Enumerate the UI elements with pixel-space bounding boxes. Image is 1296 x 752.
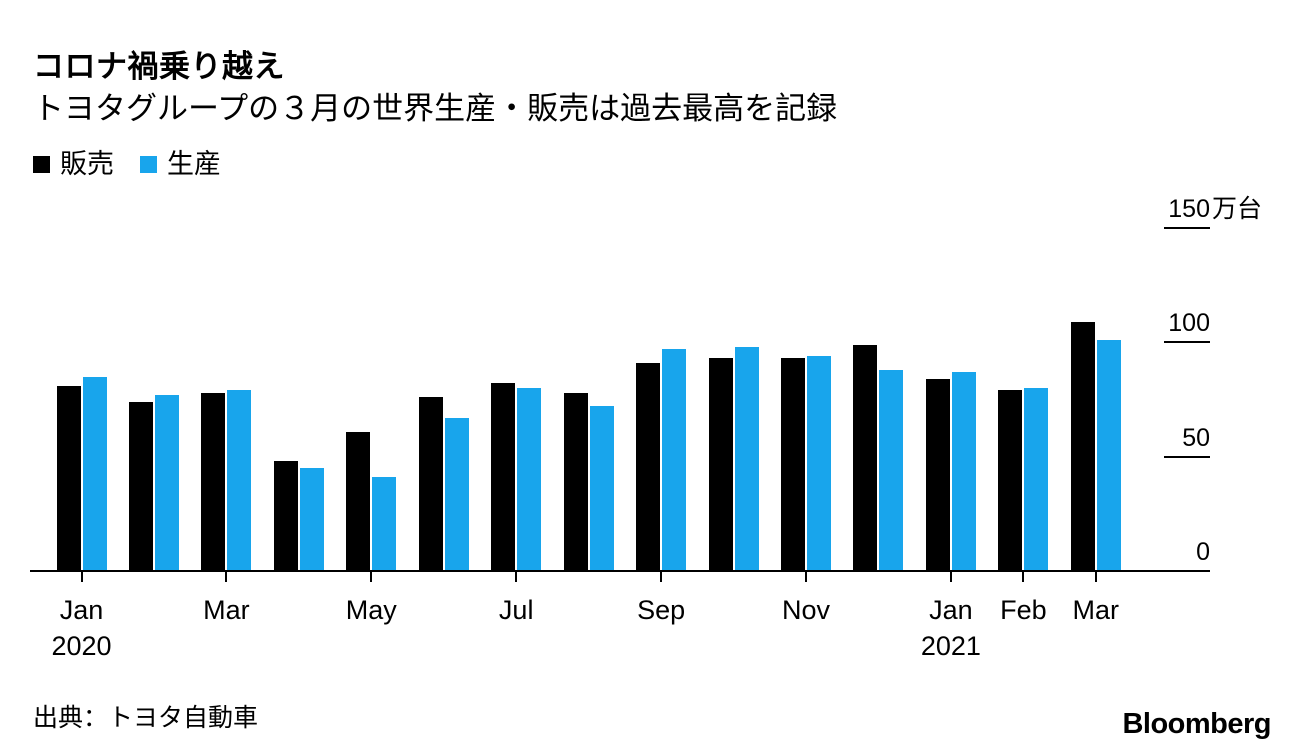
bar-production-Jul-2020 [517, 388, 542, 571]
y-tick-100 [1164, 341, 1210, 343]
x-tick-May [370, 572, 373, 582]
x-tick-Jan-2020 [80, 572, 83, 582]
bar-sales-Mar-2021 [1070, 322, 1095, 571]
bar-sales-Jan-2021 [925, 379, 950, 571]
x-axis-label-Jan-2021: Jan 2021 [920, 595, 981, 661]
x-tick-Sep [660, 572, 663, 582]
bar-production-Jan-2021 [951, 372, 976, 571]
y-tick-150 [1164, 227, 1210, 229]
x-tick-Mar [1094, 572, 1097, 582]
legend-label-sales: 販売 [60, 149, 114, 179]
bar-sales-Nov-2020 [781, 358, 805, 571]
bar-production-Sep-2020 [662, 349, 687, 571]
x-tick-Feb [1022, 572, 1025, 582]
bar-production-Oct-2020 [734, 347, 759, 571]
bar-production-Apr-2020 [299, 468, 324, 571]
legend-item-production: 生産 [140, 149, 221, 180]
bar-production-Feb-2020 [154, 395, 179, 571]
legend: 販売 生産 [33, 149, 221, 180]
bar-sales-Oct-2020 [708, 358, 733, 571]
bar-production-Mar-2021 [1096, 340, 1121, 571]
x-axis-label-Jul: Jul [498, 595, 534, 625]
bar-production-Feb-2021 [1024, 388, 1049, 571]
x-axis-label-Sep: Sep [637, 595, 686, 625]
x-tick-Jul [515, 572, 518, 582]
y-axis-unit-label: 万台 [1212, 195, 1263, 223]
bar-production-May-2020 [372, 477, 397, 571]
bar-sales-Apr-2020 [273, 461, 298, 571]
bar-sales-Feb-2020 [128, 402, 153, 571]
x-tick-Mar [225, 572, 228, 582]
x-axis-line [30, 570, 1210, 572]
sales-swatch [33, 156, 50, 173]
x-axis-label-Feb: Feb [1000, 595, 1047, 625]
x-axis-label-Mar: Mar [1072, 595, 1120, 625]
bar-production-Mar-2020 [227, 390, 252, 571]
bar-production-Dec-2020 [879, 370, 904, 571]
bar-production-Jan-2020 [82, 377, 107, 571]
bar-production-Jun-2020 [444, 418, 469, 571]
bar-sales-May-2020 [346, 432, 371, 571]
bar-sales-Jan-2020 [56, 386, 81, 571]
bar-sales-Dec-2020 [853, 345, 878, 571]
chart-title: コロナ禍乗り越え [33, 49, 285, 84]
bar-production-Aug-2020 [589, 406, 614, 571]
x-axis-label-Nov: Nov [781, 595, 830, 625]
y-tick-50 [1164, 456, 1210, 458]
bar-sales-Sep-2020 [636, 363, 661, 571]
source-note: 出典：トヨタ自動車 [33, 704, 259, 732]
legend-item-sales: 販売 [33, 149, 114, 180]
bar-production-Nov-2020 [807, 356, 831, 571]
bar-sales-Jun-2020 [418, 397, 443, 571]
bloomberg-logo: Bloomberg [1122, 708, 1271, 740]
bar-sales-Feb-2021 [998, 390, 1023, 571]
y-axis-label-100: 100 [1168, 309, 1210, 337]
bar-sales-Aug-2020 [563, 393, 588, 571]
y-axis-label-0: 0 [1196, 538, 1210, 566]
bar-sales-Jul-2020 [491, 383, 516, 571]
x-tick-Nov [805, 572, 807, 582]
y-axis-label-150: 150 [1168, 195, 1210, 223]
chart-subtitle: トヨタグループの３月の世界生産・販売は過去最高を記録 [33, 91, 838, 126]
x-axis-label-May: May [345, 595, 397, 625]
legend-label-production: 生産 [167, 149, 221, 179]
bar-sales-Mar-2020 [201, 393, 226, 571]
y-axis-label-50: 50 [1182, 424, 1210, 452]
production-swatch [140, 156, 157, 173]
x-tick-Jan-2021 [949, 572, 952, 582]
x-axis-label-Jan-2020: Jan 2020 [51, 595, 112, 661]
x-axis-label-Mar: Mar [203, 595, 250, 625]
